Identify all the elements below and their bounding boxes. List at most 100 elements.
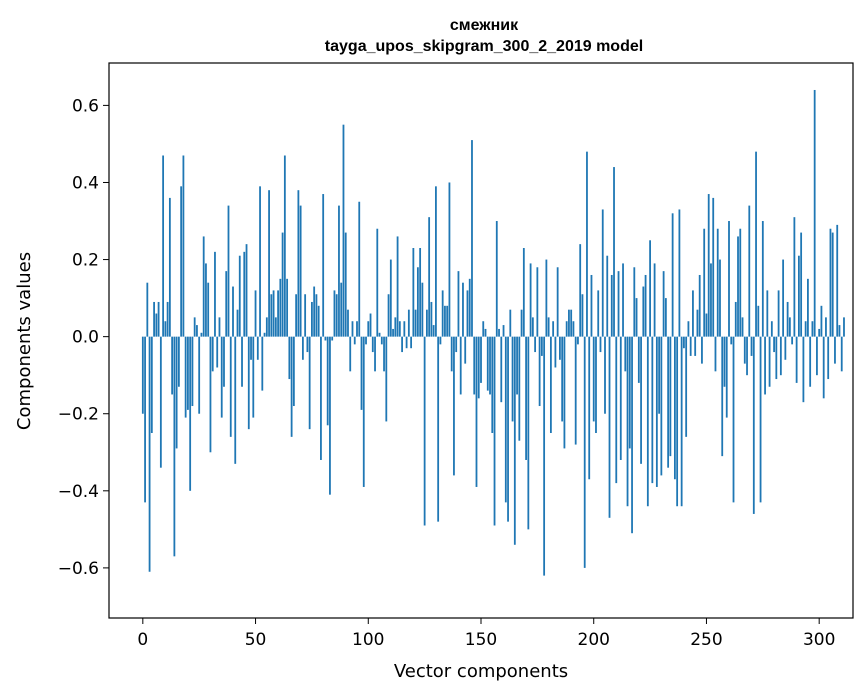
bar-113 [396,236,399,337]
x-tick-label: 100 [352,630,384,650]
bar-226 [651,336,654,484]
bar-225 [649,240,651,337]
bar-143 [464,336,467,364]
bar-104 [376,228,379,337]
bar-223 [644,274,647,337]
bar-289 [793,217,796,337]
bar-102 [371,336,374,353]
bar-192 [574,336,577,445]
bar-291 [797,255,800,337]
bar-47 [247,336,250,430]
bar-78 [317,305,320,337]
bar-26 [200,332,203,337]
bar-46 [245,244,248,337]
bar-172 [529,263,532,337]
bar-43 [238,255,241,337]
bar-154 [489,336,491,395]
bar-159 [500,336,503,403]
bar-28 [205,263,207,337]
bar-240 [683,336,685,349]
bar-191 [572,321,575,337]
bar-16 [177,336,180,387]
bar-19 [184,336,187,418]
bar-6 [155,313,158,337]
bar-12 [168,197,171,337]
bar-141 [459,336,462,395]
bar-212 [619,336,622,460]
y-axis-ticks: −0.6 −0.4 −0.2 0.0 0.2 0.4 0.6 [58,96,109,579]
bar-299 [816,336,818,376]
x-axis-ticks: 0 50 100 150 200 250 300 [137,618,835,650]
bar-120 [412,248,415,337]
bar-81 [324,336,327,341]
bar-205 [604,336,606,414]
x-tick-label: 0 [137,630,148,650]
bar-51 [256,336,259,360]
bar-123 [419,248,422,337]
bar-129 [432,325,435,337]
bar-311 [843,317,845,337]
bar-44 [241,336,243,387]
bar-146 [471,140,473,337]
bar-203 [599,336,602,353]
bar-238 [678,209,681,337]
bar-262 [732,336,735,503]
bar-27 [202,236,205,337]
x-axis-label: Vector components [394,661,568,682]
bar-114 [398,321,401,337]
bar-22 [191,336,194,407]
bar-60 [277,290,279,337]
bar-183 [554,336,557,368]
bar-258 [723,336,726,387]
bar-233 [667,336,670,468]
bar-59 [274,317,277,337]
bar-45 [243,251,246,337]
bar-241 [685,336,688,437]
bar-284 [782,259,785,337]
bar-85 [333,290,336,337]
bar-245 [694,336,697,356]
bar-310 [840,336,843,372]
bar-62 [281,232,284,337]
bar-260 [728,221,730,337]
bar-298 [813,89,816,337]
bar-131 [437,336,440,522]
bar-249 [703,228,706,337]
bar-196 [583,336,586,568]
bar-17 [180,186,183,337]
bar-158 [498,328,500,337]
bar-7 [157,301,160,337]
bar-40 [232,286,234,337]
bar-306 [831,232,834,337]
bar-288 [791,336,794,345]
bar-152 [484,328,487,337]
bar-125 [423,336,426,526]
bar-169 [522,248,525,337]
bar-199 [590,274,593,337]
bar-1 [144,336,146,503]
bar-145 [468,278,471,337]
bar-5 [153,301,155,337]
bar-256 [719,259,721,337]
y-tick-label: −0.6 [58,559,99,579]
bar-79 [320,336,322,460]
bar-41 [234,336,237,464]
bar-208 [610,274,613,337]
bar-206 [606,255,609,337]
bar-164 [511,336,514,422]
bar-111 [392,328,394,337]
bar-210 [615,336,618,484]
bar-57 [270,294,273,337]
bar-277 [766,290,769,337]
bar-195 [581,294,584,337]
bar-237 [676,336,679,507]
bar-110 [389,259,392,337]
bar-285 [784,336,787,360]
bar-283 [779,336,782,376]
bar-42 [236,309,239,337]
bar-64 [286,278,289,337]
bar-180 [547,317,550,337]
bar-66 [290,336,293,437]
bar-224 [646,336,649,507]
